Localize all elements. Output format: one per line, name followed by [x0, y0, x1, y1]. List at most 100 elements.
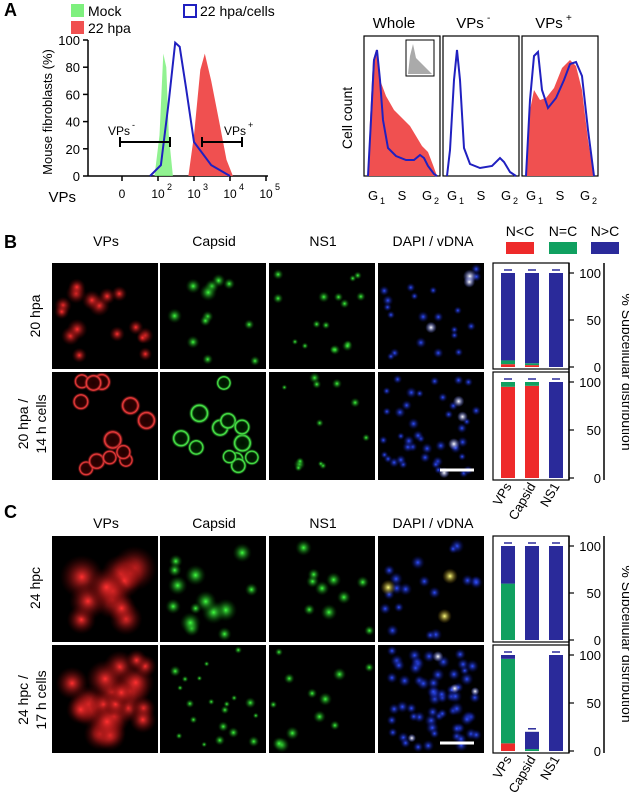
- cell-dapi: [457, 452, 467, 461]
- cellcycle-xtick-label: G: [447, 188, 457, 203]
- cell-capsid: [232, 543, 252, 563]
- hist-xtick-exp: 5: [275, 182, 280, 192]
- cell-capsid: [207, 698, 215, 706]
- cell-dapi: [453, 375, 464, 386]
- cell-dapi: [463, 377, 474, 387]
- cell-dapi: [429, 728, 440, 739]
- cell-ns1: [364, 662, 375, 673]
- cellcycle-title-vps-neg-sup: -: [487, 13, 490, 24]
- panel-letter-a: A: [4, 0, 17, 20]
- cellcycle-xtick-label: G: [580, 188, 590, 203]
- cell-ns1: [311, 379, 322, 390]
- cell-capsid: [167, 563, 182, 578]
- legend-swatch-mock: [71, 4, 84, 17]
- cell-vps: [81, 290, 102, 311]
- cell-dapi: [407, 417, 420, 430]
- cell-dapi: [382, 386, 391, 396]
- panelC-row-24hpc-17h-line2: 17 h cells: [33, 670, 49, 729]
- cell-dapi: [437, 708, 448, 719]
- panelC-col-ns1: NS1: [309, 515, 336, 531]
- cell-vps: [101, 449, 119, 467]
- cell-vps: [114, 443, 133, 461]
- gate-vps-positive: VPs +: [201, 120, 253, 147]
- cell-capsid: [186, 335, 200, 349]
- bar-category-label: NS1: [537, 753, 563, 782]
- cell-ns1: [317, 460, 325, 467]
- cell-dapi: [379, 602, 392, 615]
- bar-charts-panelC: % Subcellular distribution 100500100500V…: [490, 535, 629, 796]
- panelC-row-24hpc: 24 hpc: [27, 567, 43, 609]
- cell-capsid: [185, 699, 195, 709]
- cellcycle-xtick-sub: 2: [434, 196, 439, 206]
- cell-dapi: [454, 648, 467, 661]
- cell-dapi: [437, 392, 448, 403]
- micrographs-panelC: [52, 536, 484, 753]
- cell-vps: [98, 287, 116, 305]
- cell-ns1: [329, 344, 341, 356]
- cellcycle-xtick-label: G: [501, 188, 511, 203]
- cell-dapi: [429, 376, 440, 387]
- bar-segment-NeqC: [501, 658, 515, 744]
- cell-capsid: [243, 319, 255, 330]
- gate-neg-label: VPs: [108, 124, 130, 138]
- cell-ns1: [331, 378, 343, 389]
- bar-ytick-label: 0: [594, 471, 601, 486]
- legend-label-22hpa: 22 hpa: [88, 20, 131, 36]
- cell-dapi: [386, 645, 398, 657]
- gate-pos-sup: +: [248, 120, 253, 130]
- cell-dapi: [422, 649, 436, 663]
- cell-vps: [54, 304, 70, 320]
- cell-dapi: [386, 352, 396, 361]
- bar-ytick-label: 50: [587, 696, 601, 711]
- cell-capsid: [189, 715, 198, 724]
- cell-capsid: [187, 438, 206, 457]
- cell-dapi: [388, 703, 401, 715]
- cellcycle-vpsneg-blue: [446, 49, 517, 177]
- cell-ns1: [301, 342, 309, 350]
- cell-vdna: [457, 411, 468, 423]
- cell-ns1: [364, 625, 375, 636]
- cell-vdna: [407, 733, 417, 743]
- cell-vps: [68, 278, 86, 296]
- cell-dapi: [386, 624, 399, 637]
- cell-dapi: [433, 311, 444, 323]
- cell-capsid: [221, 448, 238, 465]
- cellcycle-xtick-sub: 1: [380, 196, 385, 206]
- legend-swatch-n-eq-c: [549, 242, 577, 254]
- cellcycle-whole-blue: [367, 49, 438, 177]
- cell-ns1: [285, 726, 300, 741]
- bar-segment-NeqC: [501, 382, 515, 387]
- hist-xtick-label: 10: [259, 187, 273, 201]
- cellcycle-xtick-label: G: [368, 188, 378, 203]
- panelC-col-capsid: Capsid: [192, 515, 236, 531]
- cell-capsid: [169, 665, 181, 677]
- panelB-col-capsid: Capsid: [192, 233, 236, 249]
- cell-ns1: [307, 568, 321, 581]
- bar-segment-NgtC: [501, 546, 515, 584]
- histogram-ylabel: Mouse fibroblasts (%): [40, 49, 55, 175]
- cell-dapi: [394, 406, 406, 419]
- legend-n-lt-c: N<C: [506, 223, 534, 239]
- bar-segment-NltC: [501, 386, 515, 478]
- cell-ns1: [320, 603, 338, 621]
- cell-dapi: [398, 582, 413, 596]
- cell-capsid: [243, 448, 261, 466]
- panelB-col-dapi: DAPI / vDNA: [393, 233, 475, 249]
- cellcycle-title-whole: Whole: [373, 15, 416, 32]
- cell-capsid: [218, 411, 238, 431]
- cell-dapi: [412, 741, 424, 753]
- bar-ytick-label: 100: [579, 266, 601, 281]
- cell-capsid: [167, 575, 188, 596]
- cell-capsid: [217, 721, 229, 733]
- cell-dapi: [426, 706, 439, 719]
- cell-dapi: [378, 435, 388, 445]
- hist-xtick-label: 10: [187, 187, 201, 201]
- cell-dapi: [387, 727, 398, 738]
- cell-ns1: [281, 384, 288, 391]
- cell-ns1: [283, 673, 295, 685]
- cellcycle-whole-red: [368, 50, 437, 176]
- hist-ytick-label: 40: [66, 115, 80, 130]
